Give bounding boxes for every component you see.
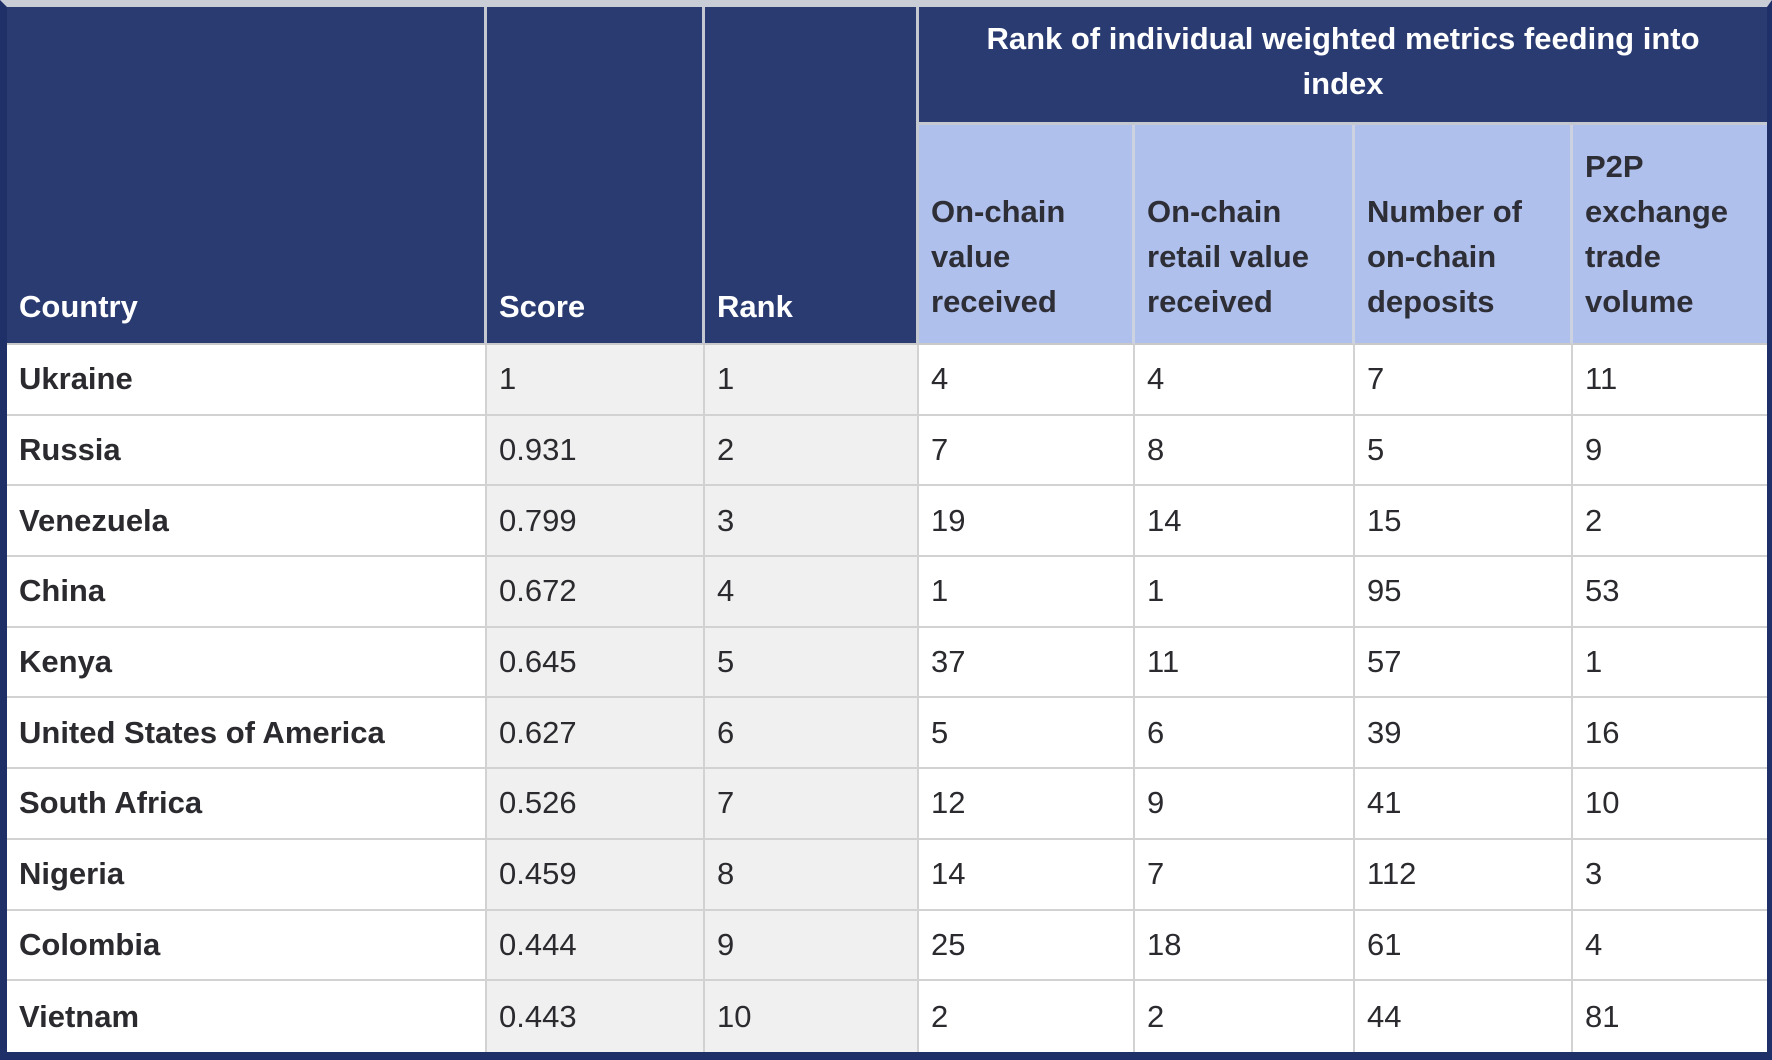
- rank-cell: 9: [705, 910, 919, 982]
- metric-cell-onchain-value: 19: [919, 486, 1135, 558]
- metric-cell-onchain-value: 37: [919, 627, 1135, 699]
- rank-cell: 8: [705, 839, 919, 911]
- column-header-number-of-onchain-deposits: Number of on-chain deposits: [1355, 125, 1573, 345]
- metric-cell-onchain-value: 12: [919, 769, 1135, 840]
- metric-cell-p2p-volume: 11: [1573, 345, 1767, 416]
- metric-cell-p2p-volume: 4: [1573, 910, 1767, 982]
- column-header-onchain-value-received: On-chain value received: [919, 125, 1135, 345]
- column-header-p2p-exchange-trade-volume: P2P exchange trade volume: [1573, 125, 1767, 345]
- rank-cell: 1: [705, 345, 919, 416]
- metric-cell-onchain-deposits: 95: [1355, 557, 1573, 628]
- metric-cell-onchain-deposits: 39: [1355, 698, 1573, 770]
- metric-cell-p2p-volume: 10: [1573, 769, 1767, 840]
- score-cell: 0.459: [487, 839, 705, 911]
- country-cell: Kenya: [7, 627, 487, 699]
- metric-cell-onchain-deposits: 57: [1355, 627, 1573, 699]
- table-row: Russia 0.931 2 7 8 5 9: [7, 415, 1767, 487]
- rank-cell: 5: [705, 627, 919, 699]
- metric-cell-p2p-volume: 81: [1573, 981, 1767, 1052]
- country-cell: United States of America: [7, 698, 487, 770]
- table-row: Vietnam 0.443 10 2 2 44 81: [7, 981, 1767, 1052]
- metric-cell-onchain-deposits: 15: [1355, 486, 1573, 558]
- score-cell: 0.526: [487, 769, 705, 840]
- column-header-country: Country: [7, 7, 487, 345]
- score-cell: 0.443: [487, 981, 705, 1052]
- score-cell: 1: [487, 345, 705, 416]
- table-header: Country Score Rank Rank of individual we…: [7, 7, 1767, 345]
- metric-cell-p2p-volume: 3: [1573, 839, 1767, 911]
- score-cell: 0.931: [487, 415, 705, 487]
- table-body: Ukraine 1 1 4 4 7 11 Russia 0.931 2 7 8 …: [7, 345, 1767, 1052]
- table-row: Ukraine 1 1 4 4 7 11: [7, 345, 1767, 416]
- rank-cell: 3: [705, 486, 919, 558]
- country-cell: China: [7, 557, 487, 628]
- score-cell: 0.627: [487, 698, 705, 770]
- table-row: Nigeria 0.459 8 14 7 112 3: [7, 839, 1767, 911]
- rank-cell: 2: [705, 415, 919, 487]
- rank-cell: 10: [705, 981, 919, 1052]
- score-cell: 0.444: [487, 910, 705, 982]
- metric-cell-onchain-retail-value: 2: [1135, 981, 1355, 1052]
- metric-cell-onchain-value: 2: [919, 981, 1135, 1052]
- group-header-label: Rank of individual weighted metrics feed…: [986, 20, 1700, 101]
- country-cell: South Africa: [7, 769, 487, 840]
- metric-cell-onchain-retail-value: 9: [1135, 769, 1355, 840]
- metric-cell-onchain-retail-value: 14: [1135, 486, 1355, 558]
- metric-cell-onchain-deposits: 44: [1355, 981, 1573, 1052]
- metric-cell-p2p-volume: 53: [1573, 557, 1767, 628]
- metric-cell-p2p-volume: 1: [1573, 627, 1767, 699]
- table-row: Colombia 0.444 9 25 18 61 4: [7, 910, 1767, 982]
- table-row: Venezuela 0.799 3 19 14 15 2: [7, 486, 1767, 558]
- score-cell: 0.799: [487, 486, 705, 558]
- data-table: Country Score Rank Rank of individual we…: [7, 7, 1767, 1052]
- metric-cell-onchain-deposits: 41: [1355, 769, 1573, 840]
- score-cell: 0.672: [487, 557, 705, 628]
- metric-cell-onchain-value: 7: [919, 415, 1135, 487]
- rank-cell: 6: [705, 698, 919, 770]
- metric-cell-onchain-value: 14: [919, 839, 1135, 911]
- country-cell: Ukraine: [7, 345, 487, 416]
- metric-cell-onchain-value: 4: [919, 345, 1135, 416]
- metric-cell-onchain-deposits: 7: [1355, 345, 1573, 416]
- metric-cell-onchain-retail-value: 18: [1135, 910, 1355, 982]
- metric-cell-onchain-retail-value: 7: [1135, 839, 1355, 911]
- table-row: Kenya 0.645 5 37 11 57 1: [7, 627, 1767, 699]
- metric-cell-p2p-volume: 16: [1573, 698, 1767, 770]
- country-cell: Nigeria: [7, 839, 487, 911]
- table-row: South Africa 0.526 7 12 9 41 10: [7, 769, 1767, 840]
- metric-cell-onchain-retail-value: 6: [1135, 698, 1355, 770]
- metric-cell-p2p-volume: 9: [1573, 415, 1767, 487]
- metric-cell-onchain-retail-value: 4: [1135, 345, 1355, 416]
- rank-cell: 7: [705, 769, 919, 840]
- column-header-rank: Rank: [705, 7, 919, 345]
- table-row: China 0.672 4 1 1 95 53: [7, 557, 1767, 628]
- metric-cell-onchain-value: 1: [919, 557, 1135, 628]
- metric-cell-onchain-deposits: 5: [1355, 415, 1573, 487]
- metric-cell-onchain-retail-value: 1: [1135, 557, 1355, 628]
- metric-cell-onchain-retail-value: 11: [1135, 627, 1355, 699]
- metric-cell-onchain-value: 5: [919, 698, 1135, 770]
- country-cell: Russia: [7, 415, 487, 487]
- metric-cell-onchain-deposits: 112: [1355, 839, 1573, 911]
- metric-cell-onchain-deposits: 61: [1355, 910, 1573, 982]
- table-row: United States of America 0.627 6 5 6 39 …: [7, 698, 1767, 770]
- score-cell: 0.645: [487, 627, 705, 699]
- column-header-onchain-retail-value-received: On-chain retail value received: [1135, 125, 1355, 345]
- group-header-weighted-metrics: Rank of individual weighted metrics feed…: [919, 7, 1767, 125]
- metric-cell-onchain-value: 25: [919, 910, 1135, 982]
- metric-cell-onchain-retail-value: 8: [1135, 415, 1355, 487]
- metric-cell-p2p-volume: 2: [1573, 486, 1767, 558]
- country-cell: Vietnam: [7, 981, 487, 1052]
- rank-cell: 4: [705, 557, 919, 628]
- country-cell: Colombia: [7, 910, 487, 982]
- country-cell: Venezuela: [7, 486, 487, 558]
- column-header-score: Score: [487, 7, 705, 345]
